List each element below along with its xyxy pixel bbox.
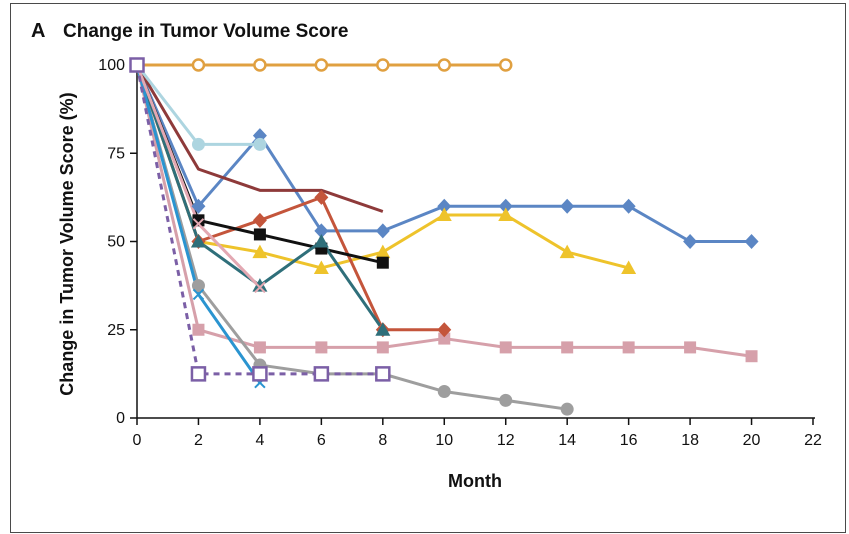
series-7-point-2 (253, 228, 266, 241)
series-1-point-4 (375, 223, 390, 239)
x-tick-label-22: 22 (804, 432, 822, 449)
series-8-point-4 (375, 322, 391, 336)
chart-figure: A Change in Tumor Volume Score 0 2 4 6 8 10 12… (10, 3, 846, 533)
series-0-point-6 (498, 58, 513, 72)
series-3-point-3 (315, 341, 328, 354)
x-tick-label-14: 14 (558, 432, 576, 449)
series-7-markers (131, 59, 389, 269)
series-0-point-2 (253, 58, 267, 72)
series-1-point-10 (744, 234, 759, 249)
series-1-point-3 (314, 223, 329, 239)
series-3-point-6 (499, 341, 512, 354)
series-12-point-2 (252, 366, 268, 382)
tumor-volume-chart: A Change in Tumor Volume Score 0 2 4 6 8 10 12… (31, 20, 822, 491)
x-tick-label-10: 10 (435, 432, 453, 449)
series-1-point-5 (437, 198, 452, 214)
series-0-point-3 (314, 58, 329, 72)
panel-letter: A (31, 20, 45, 42)
series-0-markers (130, 58, 513, 72)
series-1-point-9 (683, 234, 698, 249)
series-1-point-8 (621, 198, 636, 214)
series-3-point-4 (376, 341, 389, 354)
series-4-point-6 (499, 393, 513, 407)
series-2-point-4 (375, 244, 391, 259)
series-3-markers (131, 59, 758, 363)
series-3-point-7 (561, 341, 574, 354)
y-tick-label-0: 0 (116, 410, 125, 427)
series-3-point-10 (745, 350, 758, 363)
series-6-point-3 (314, 189, 329, 205)
plot-area (129, 57, 759, 416)
x-tick-label-20: 20 (743, 432, 761, 449)
series-4-line (135, 64, 568, 411)
axes: 0 2 4 6 8 10 12 14 16 18 20 22 0 25 50 75 100 (98, 57, 822, 449)
x-tick-label-4: 4 (255, 432, 264, 449)
series-12-markers (129, 57, 391, 382)
y-tick-label-50: 50 (107, 234, 125, 251)
series-3-point-8 (622, 341, 635, 354)
series-12-point-0 (129, 57, 145, 73)
series-4-point-7 (560, 402, 574, 416)
series-0-point-5 (437, 58, 452, 72)
chart-title: Change in Tumor Volume Score (63, 21, 348, 42)
series-12-point-3 (313, 366, 330, 382)
series-0-point-4 (376, 58, 390, 72)
series-2-point-5 (436, 207, 452, 222)
series-7-point-1 (192, 214, 205, 227)
series-5-line (135, 64, 384, 213)
series-1-point-7 (560, 198, 575, 214)
y-axis-title: Change in Tumor Volume Score (%) (57, 92, 77, 395)
series-2-point-8 (621, 260, 637, 274)
series-3-point-2 (253, 341, 266, 354)
series-11-point-1 (192, 218, 205, 230)
series-3-point-1 (192, 323, 205, 336)
series-1-point-1 (191, 198, 206, 214)
y-tick-label-25: 25 (107, 322, 125, 339)
series-11-markers (131, 59, 266, 294)
series-3-point-5 (438, 332, 451, 345)
x-tick-label-12: 12 (497, 432, 515, 449)
y-tick-label-100: 100 (98, 57, 125, 74)
series-4-point-1 (191, 279, 205, 293)
x-tick-label-0: 0 (133, 432, 142, 449)
series-9-point-2 (253, 137, 267, 151)
series-10-point-1 (192, 288, 205, 301)
series-9-point-1 (191, 137, 205, 151)
x-tick-label-18: 18 (681, 432, 699, 449)
series-8-point-1 (190, 234, 206, 248)
x-tick-label-2: 2 (194, 432, 203, 449)
series-6-point-2 (252, 212, 267, 228)
x-tick-label-16: 16 (620, 432, 638, 449)
series-4-point-5 (437, 385, 451, 399)
series-7-point-4 (376, 256, 389, 269)
series-12-point-1 (190, 366, 207, 382)
series-6-markers (130, 57, 452, 338)
series-0-point-1 (191, 58, 206, 72)
x-tick-label-6: 6 (317, 432, 326, 449)
series-8-point-3 (313, 234, 329, 248)
series-3-point-9 (684, 341, 697, 354)
x-tick-label-8: 8 (378, 432, 387, 449)
series-8-point-2 (252, 278, 268, 292)
series-2-point-3 (313, 260, 329, 274)
series-12-point-4 (375, 366, 391, 382)
x-axis-title: Month (448, 471, 502, 491)
series-2-point-2 (252, 244, 268, 259)
series-11-point-2 (254, 281, 266, 294)
series-6-point-5 (437, 322, 452, 338)
series-1-point-6 (498, 198, 513, 214)
y-tick-label-75: 75 (107, 145, 125, 162)
series-2-point-7 (559, 244, 575, 259)
series-2-point-6 (498, 207, 514, 222)
